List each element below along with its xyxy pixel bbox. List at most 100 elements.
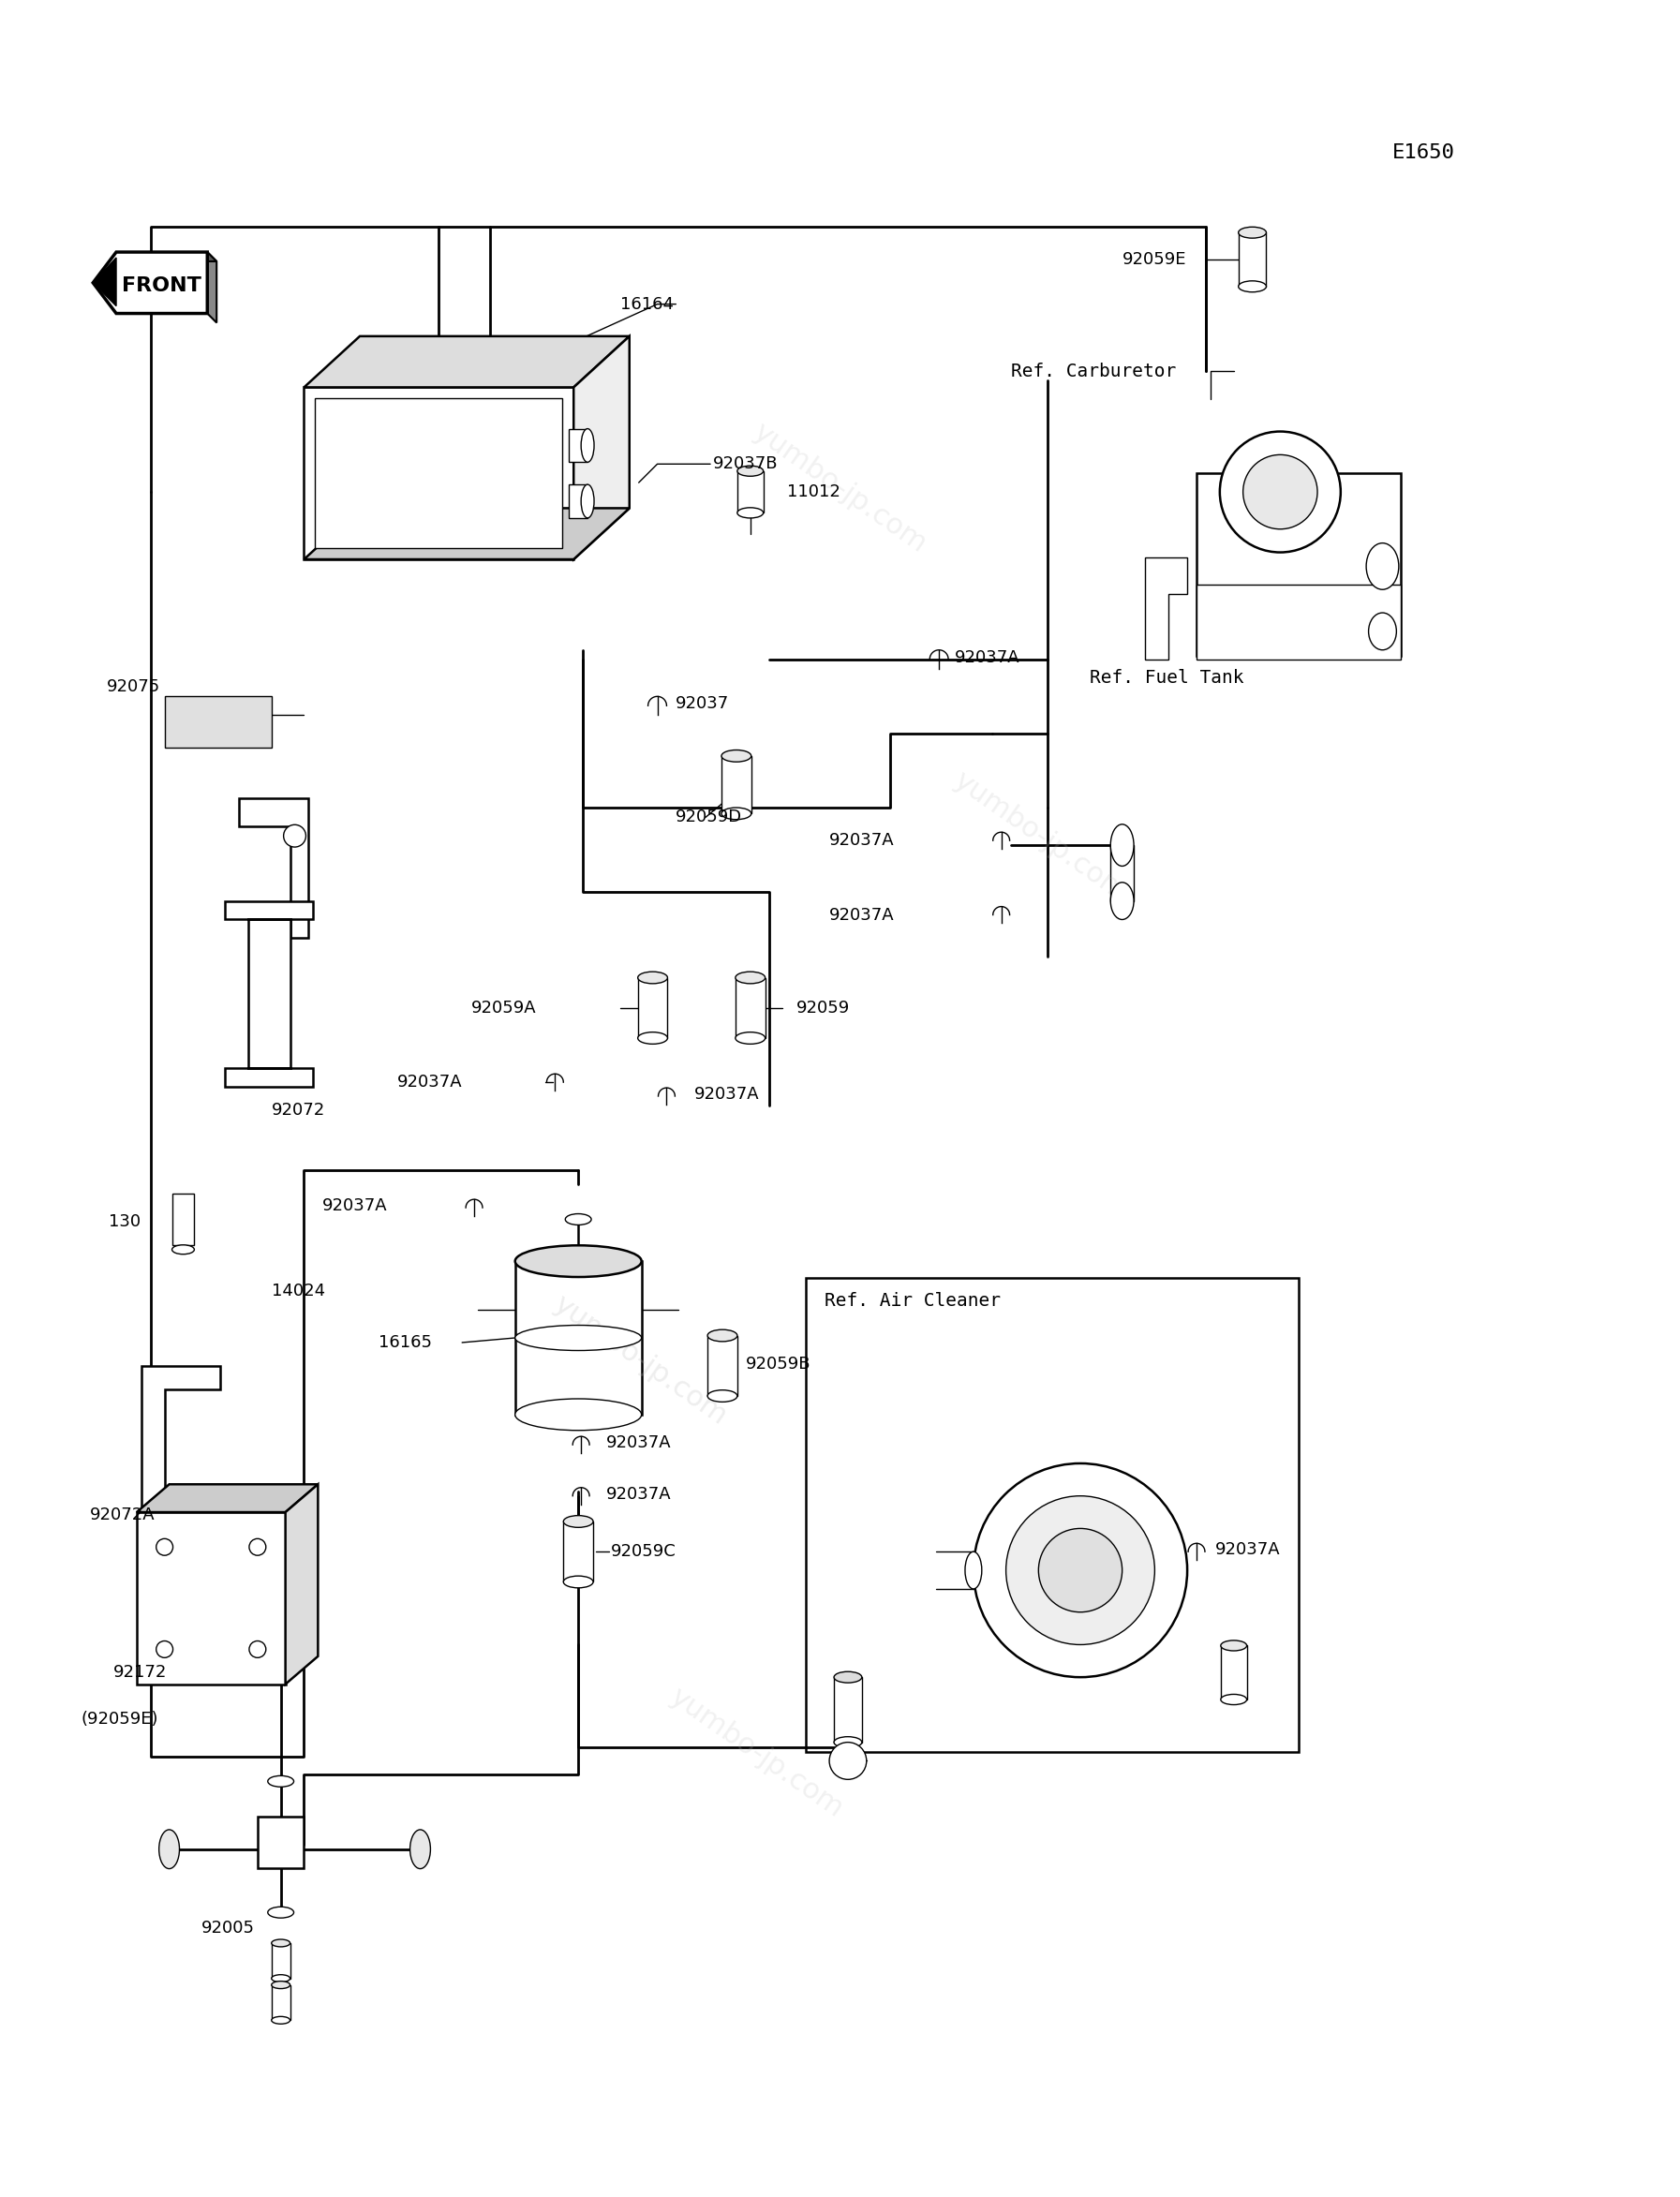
- Bar: [563, 1523, 593, 1582]
- Text: 92037A: 92037A: [954, 648, 1020, 666]
- Text: FRONT: FRONT: [123, 277, 202, 294]
- Text: Ref. Carburetor: Ref. Carburetor: [1011, 363, 1176, 380]
- Bar: [1196, 472, 1401, 655]
- Polygon shape: [304, 336, 630, 387]
- Polygon shape: [207, 253, 217, 323]
- Ellipse shape: [738, 508, 763, 518]
- Circle shape: [830, 1742, 867, 1780]
- Bar: [516, 1261, 642, 1415]
- Ellipse shape: [707, 1329, 738, 1342]
- Ellipse shape: [964, 1551, 981, 1588]
- Text: 92037A: 92037A: [396, 1074, 462, 1090]
- Bar: [304, 387, 573, 560]
- Bar: [721, 756, 751, 813]
- Ellipse shape: [1221, 1694, 1247, 1705]
- Text: yumbo-jp.com: yumbo-jp.com: [748, 417, 932, 558]
- Text: 92037A: 92037A: [606, 1485, 672, 1503]
- Text: 92072: 92072: [272, 1101, 326, 1118]
- Ellipse shape: [1238, 226, 1267, 237]
- Ellipse shape: [516, 1399, 642, 1430]
- Ellipse shape: [171, 1246, 195, 1254]
- Bar: [738, 470, 763, 512]
- Ellipse shape: [160, 1830, 180, 1870]
- Ellipse shape: [707, 1391, 738, 1402]
- Ellipse shape: [1366, 543, 1399, 589]
- Circle shape: [249, 1538, 265, 1555]
- Ellipse shape: [638, 1033, 667, 1044]
- Bar: [165, 696, 272, 747]
- Polygon shape: [92, 253, 207, 314]
- Text: 92059A: 92059A: [472, 1000, 536, 1017]
- Polygon shape: [286, 1485, 318, 1685]
- Text: 14024: 14024: [272, 1283, 324, 1301]
- Circle shape: [973, 1463, 1188, 1676]
- Text: 92059: 92059: [796, 1000, 850, 1017]
- Ellipse shape: [1243, 455, 1317, 529]
- Text: 92059C: 92059C: [612, 1542, 675, 1560]
- Text: 92037A: 92037A: [830, 833, 894, 848]
- Text: 92059D: 92059D: [675, 808, 743, 826]
- Polygon shape: [141, 1367, 220, 1551]
- Text: 92037A: 92037A: [1215, 1542, 1280, 1558]
- Circle shape: [284, 824, 306, 848]
- Ellipse shape: [581, 486, 595, 518]
- Text: 92037A: 92037A: [694, 1085, 759, 1103]
- Ellipse shape: [563, 1575, 593, 1588]
- Ellipse shape: [721, 749, 751, 762]
- Ellipse shape: [1221, 1641, 1247, 1650]
- Bar: [257, 1817, 304, 1867]
- Ellipse shape: [272, 2017, 291, 2023]
- Ellipse shape: [1238, 281, 1267, 292]
- Text: 92059B: 92059B: [746, 1356, 811, 1373]
- Text: 92037B: 92037B: [712, 455, 778, 472]
- Circle shape: [249, 1641, 265, 1659]
- Ellipse shape: [1220, 431, 1341, 551]
- Ellipse shape: [410, 1830, 430, 1870]
- Bar: [272, 1984, 291, 2021]
- Text: E1650: E1650: [1391, 143, 1455, 163]
- Circle shape: [1038, 1529, 1122, 1613]
- Ellipse shape: [1110, 883, 1134, 921]
- Text: Ref. Air Cleaner: Ref. Air Cleaner: [825, 1292, 1001, 1309]
- Text: yumbo-jp.com: yumbo-jp.com: [948, 767, 1132, 907]
- Bar: [1238, 233, 1267, 286]
- Polygon shape: [225, 901, 312, 1088]
- Bar: [707, 1336, 738, 1395]
- Ellipse shape: [267, 1775, 294, 1786]
- Bar: [272, 1942, 291, 1977]
- Ellipse shape: [1110, 824, 1134, 866]
- Bar: [806, 1276, 1299, 1751]
- Bar: [171, 1193, 195, 1246]
- Ellipse shape: [516, 1325, 642, 1351]
- Text: 92037: 92037: [675, 696, 729, 712]
- Ellipse shape: [272, 1975, 291, 1982]
- Ellipse shape: [267, 1907, 294, 1918]
- Text: 92072A: 92072A: [91, 1507, 156, 1523]
- Bar: [1196, 584, 1401, 659]
- Text: 92059E: 92059E: [1122, 250, 1186, 268]
- Polygon shape: [116, 253, 217, 261]
- Ellipse shape: [638, 971, 667, 984]
- Bar: [1221, 1646, 1247, 1700]
- Polygon shape: [136, 1485, 318, 1512]
- Text: 130: 130: [109, 1213, 141, 1230]
- Ellipse shape: [721, 808, 751, 819]
- Text: 92037A: 92037A: [830, 907, 894, 923]
- Bar: [136, 1512, 286, 1685]
- Ellipse shape: [736, 971, 764, 984]
- Ellipse shape: [833, 1736, 862, 1749]
- Ellipse shape: [736, 1033, 764, 1044]
- Text: 92037A: 92037A: [323, 1197, 388, 1215]
- Bar: [1110, 846, 1134, 901]
- Ellipse shape: [581, 428, 595, 461]
- Circle shape: [156, 1641, 173, 1659]
- Bar: [570, 428, 588, 461]
- Text: yumbo-jp.com: yumbo-jp.com: [665, 1683, 848, 1824]
- Ellipse shape: [1369, 613, 1396, 650]
- Bar: [736, 978, 764, 1037]
- Circle shape: [156, 1538, 173, 1555]
- Bar: [638, 978, 667, 1037]
- Text: 92037A: 92037A: [606, 1435, 672, 1452]
- Polygon shape: [1146, 558, 1188, 659]
- Text: 92172: 92172: [114, 1663, 168, 1681]
